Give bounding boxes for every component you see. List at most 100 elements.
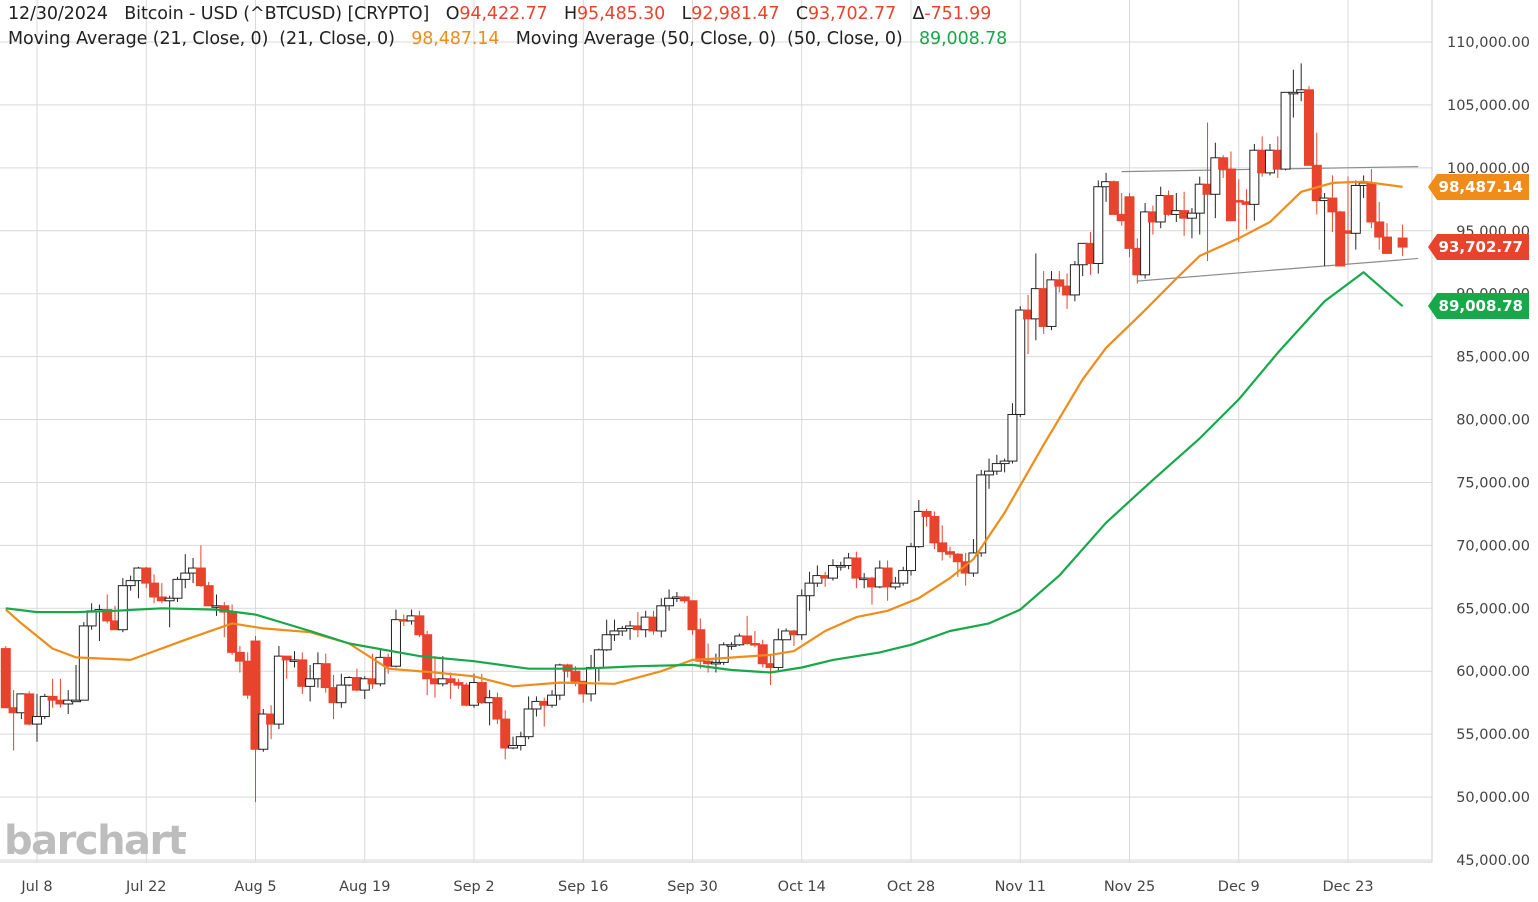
x-tick-label: Sep 30 bbox=[667, 879, 717, 895]
candle-body bbox=[195, 567, 206, 587]
header-date: 12/30/2024 bbox=[8, 4, 108, 24]
candle bbox=[851, 551, 862, 589]
candle bbox=[664, 589, 675, 611]
candle bbox=[390, 609, 401, 668]
candle-body bbox=[593, 649, 604, 668]
candlesticks bbox=[0, 63, 1408, 803]
candle bbox=[898, 566, 909, 586]
candle bbox=[687, 600, 698, 635]
header-line-2: Moving Average (21, Close, 0) (21, Close… bbox=[8, 29, 1007, 49]
candle-body bbox=[523, 708, 534, 738]
candle-body bbox=[1288, 91, 1299, 95]
moving-average-line bbox=[5, 271, 1404, 674]
candle bbox=[1233, 179, 1244, 243]
candle-body bbox=[1311, 164, 1322, 202]
candle-body bbox=[835, 565, 846, 568]
candle bbox=[1054, 271, 1065, 293]
y-tick-label: 75,000.00 bbox=[1456, 475, 1530, 491]
candle bbox=[945, 546, 956, 558]
candle bbox=[375, 648, 386, 687]
candle-body bbox=[1327, 197, 1338, 213]
candle bbox=[149, 574, 160, 604]
candle-body bbox=[1366, 182, 1377, 223]
x-tick-label: Oct 14 bbox=[778, 879, 826, 895]
x-tick-label: Jul 8 bbox=[20, 879, 52, 895]
candle-body bbox=[586, 666, 597, 695]
change-value: -751.99 bbox=[924, 4, 992, 24]
candle-body bbox=[1046, 279, 1057, 327]
candle-body bbox=[827, 565, 838, 579]
candle-body bbox=[570, 670, 581, 682]
candle bbox=[906, 542, 916, 576]
y-tick-label: 85,000.00 bbox=[1456, 350, 1530, 366]
last-price-tag: 93,702.77 bbox=[1428, 234, 1529, 261]
candle-body bbox=[1218, 157, 1229, 170]
candle bbox=[1015, 306, 1026, 418]
candle bbox=[359, 676, 370, 699]
candle bbox=[1093, 180, 1104, 274]
x-tick-label: Dec 23 bbox=[1322, 879, 1373, 895]
candle-body bbox=[86, 610, 97, 627]
change-label: Δ bbox=[912, 4, 925, 24]
candle-body bbox=[203, 585, 214, 607]
candle bbox=[1311, 132, 1322, 215]
candle bbox=[710, 653, 721, 673]
candle bbox=[39, 693, 50, 720]
candle-body bbox=[999, 460, 1010, 465]
candle-body bbox=[687, 600, 698, 631]
candle-body bbox=[1108, 181, 1119, 215]
candle bbox=[125, 575, 136, 591]
candle bbox=[827, 559, 838, 581]
candle-body bbox=[453, 682, 464, 686]
candle bbox=[297, 652, 308, 694]
candle bbox=[320, 653, 331, 693]
candle bbox=[258, 708, 269, 752]
candle-body bbox=[1280, 91, 1291, 170]
candle-body bbox=[921, 510, 932, 517]
candle-body bbox=[47, 695, 58, 701]
ma50-value: 89,008.78 bbox=[919, 29, 1008, 49]
candle-body bbox=[39, 695, 50, 718]
x-tick-label: Aug 19 bbox=[339, 879, 390, 895]
candle bbox=[336, 673, 347, 708]
candle-body bbox=[695, 629, 706, 662]
ma21-price-tag: 98,487.14 bbox=[1428, 173, 1529, 200]
x-tick-label: Sep 16 bbox=[558, 879, 608, 895]
candle-body bbox=[320, 663, 331, 689]
candle bbox=[1069, 260, 1080, 302]
y-tick-label: 60,000.00 bbox=[1456, 664, 1530, 680]
candle-body bbox=[898, 570, 909, 584]
candle-body bbox=[515, 736, 526, 746]
candle bbox=[601, 619, 612, 652]
candle-body bbox=[164, 597, 175, 602]
candle-body bbox=[125, 580, 136, 587]
candle-body bbox=[913, 510, 924, 548]
candle bbox=[523, 696, 534, 740]
candle-body bbox=[0, 648, 11, 709]
candle-body bbox=[297, 659, 308, 687]
candle-body bbox=[71, 699, 82, 703]
candle-body bbox=[359, 678, 370, 691]
candle-body bbox=[250, 640, 261, 750]
candle-body bbox=[1069, 264, 1080, 296]
candle bbox=[882, 560, 893, 601]
candle-body bbox=[664, 597, 675, 607]
candle-body bbox=[952, 553, 963, 563]
candle-body bbox=[1140, 211, 1151, 276]
candle bbox=[1210, 142, 1221, 219]
candle-body bbox=[601, 634, 612, 651]
candle-body bbox=[281, 655, 292, 661]
candle-body bbox=[1194, 183, 1205, 214]
candle-body bbox=[742, 635, 753, 645]
candle-body bbox=[781, 630, 792, 641]
candle bbox=[117, 578, 128, 633]
x-tick-label: Jul 22 bbox=[125, 879, 167, 895]
candle bbox=[835, 561, 846, 571]
candle bbox=[453, 678, 464, 689]
trendline bbox=[1137, 257, 1419, 282]
candle bbox=[1108, 180, 1119, 215]
x-tick-label: Dec 9 bbox=[1218, 879, 1260, 895]
candle bbox=[804, 571, 815, 611]
candle bbox=[1382, 223, 1393, 254]
